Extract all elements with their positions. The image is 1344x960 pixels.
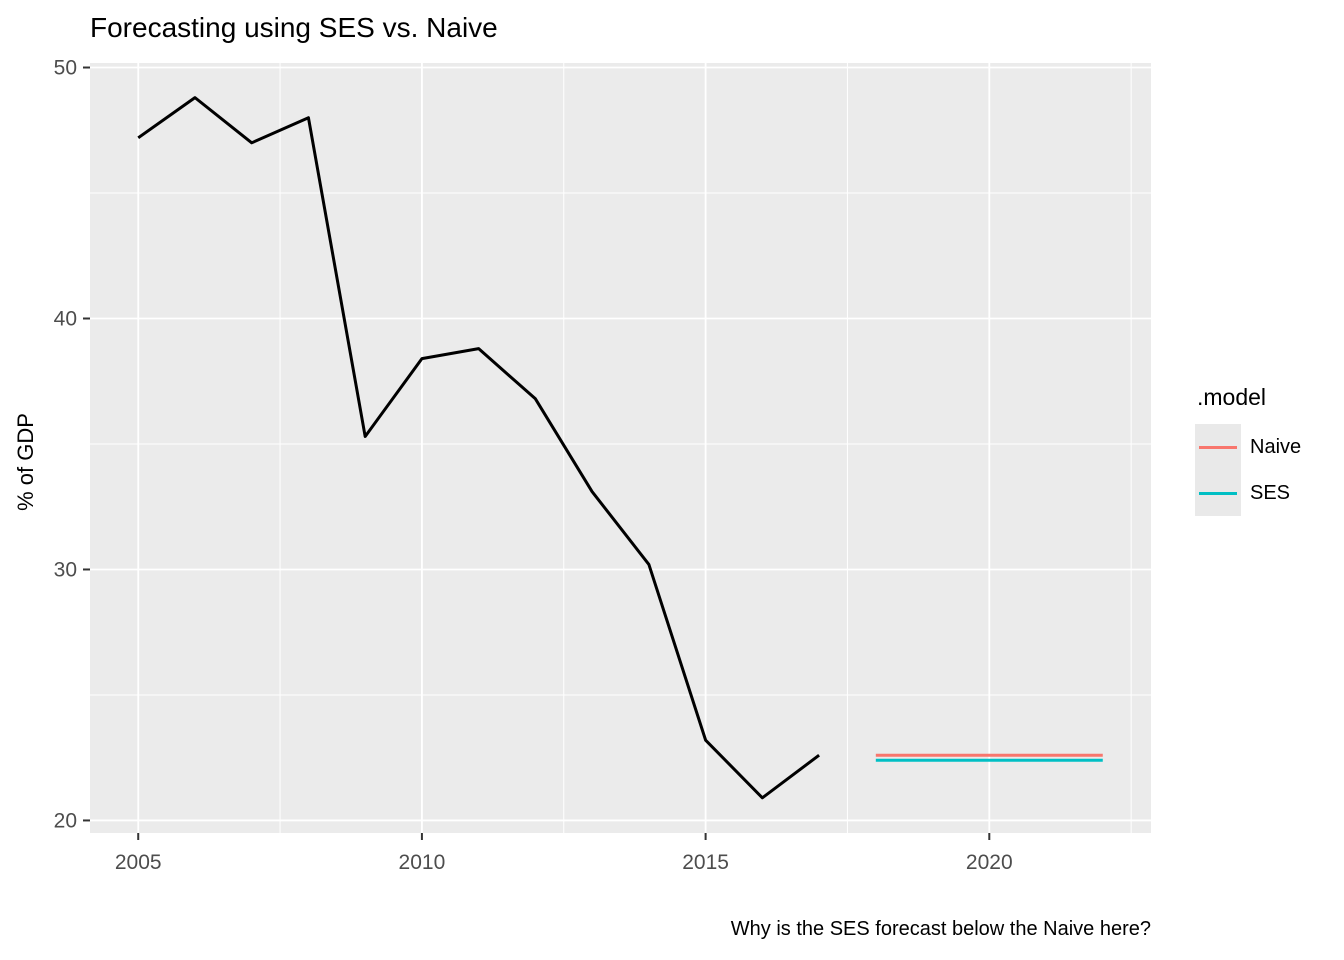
x-tick-label: 2015 [682,851,729,874]
x-tick-label: 2005 [115,851,162,874]
y-tick-label: 20 [54,809,77,832]
series-line-historical [137,96,820,800]
y-tick-label: 40 [54,307,77,330]
y-tick-label: 50 [54,57,77,80]
legend: .model Naive SES [1195,384,1343,516]
legend-title: .model [1197,384,1267,410]
x-tick-label: 2020 [966,851,1013,874]
legend-key-box [1195,470,1241,516]
plot-panel [90,63,1151,833]
plot-caption: Why is the SES forecast below the Naive … [730,918,1151,940]
legend-entry-naive: Naive [1195,424,1343,470]
legend-key-box [1195,424,1241,470]
y-tick-label: 30 [54,558,77,581]
ses-line-swatch [1199,491,1237,495]
naive-line-swatch [1199,445,1237,449]
x-tick-label: 2010 [399,851,446,874]
legend-label-ses: SES [1250,481,1291,504]
plot-title: Forecasting using SES vs. Naive [90,12,498,43]
legend-label-naive: Naive [1250,435,1302,458]
legend-entry-ses: SES [1195,470,1343,516]
